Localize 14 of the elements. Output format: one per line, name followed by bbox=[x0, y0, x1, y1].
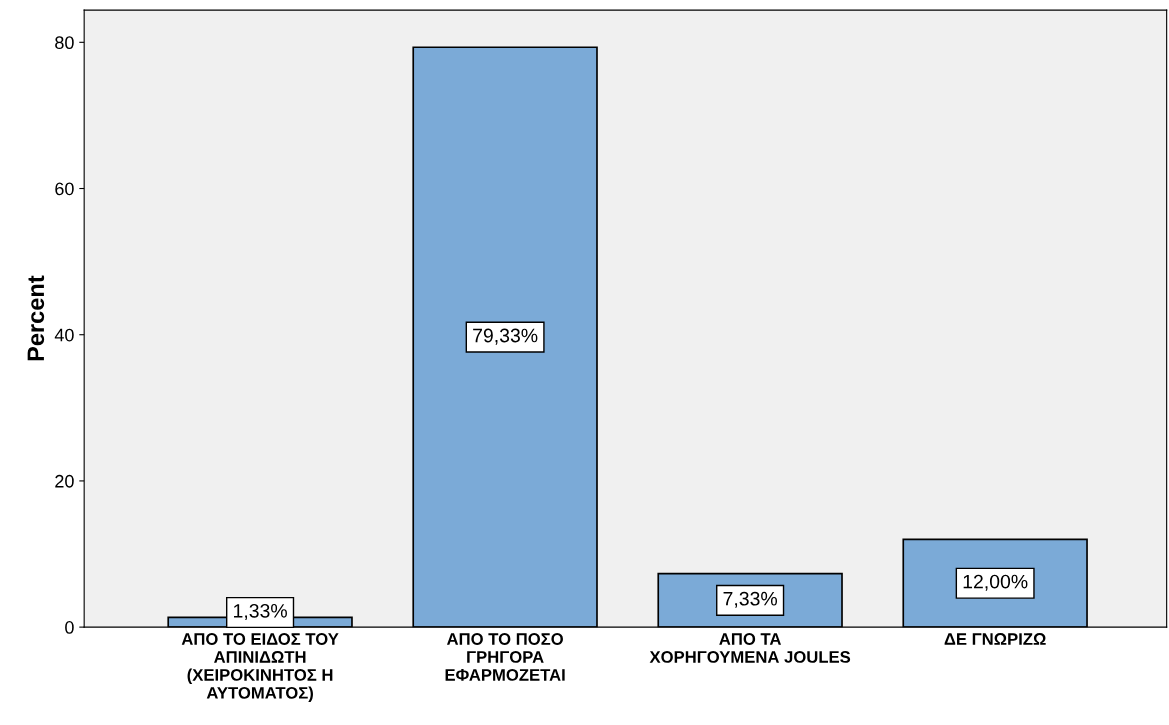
data-label: 7,33% bbox=[723, 591, 778, 608]
x-tick-label: ΑΠΟ ΤΑ ΧΟΡΗΓΟΥΜΕΝΑ JOULES bbox=[649, 633, 851, 663]
data-label: 1,33% bbox=[234, 603, 287, 621]
x-tick-label: ΑΠΟ ΤΟ ΠΟΣΟ ΓΡΗΓΟΡΑ ΕΦΑΡΜΟΖΕΤΑΙ bbox=[445, 633, 565, 681]
y-axis-title: Percent bbox=[27, 275, 45, 361]
y-tick-label: 60 bbox=[55, 182, 74, 196]
y-tick-label: 80 bbox=[55, 36, 74, 50]
y-tick-label: 20 bbox=[55, 474, 74, 488]
y-tick-label: 40 bbox=[54, 328, 74, 342]
data-label: 12,00% bbox=[963, 574, 1028, 591]
x-tick-label: ΔΕ ΓΝΩΡΙΖΩ bbox=[944, 633, 1046, 645]
x-tick-label: ΑΠΟ ΤΟ ΕΙΔΟΣ ΤΟΥ ΑΠΙΝΙΔΩΤΗ (ΧΕΙΡΟΚΙΝΗΤΟΣ Η ΑΥΤΟΜΑΤΟΣ) bbox=[181, 633, 339, 703]
y-tick-label: 0 bbox=[65, 621, 74, 634]
data-label: 79,33% bbox=[473, 328, 538, 345]
